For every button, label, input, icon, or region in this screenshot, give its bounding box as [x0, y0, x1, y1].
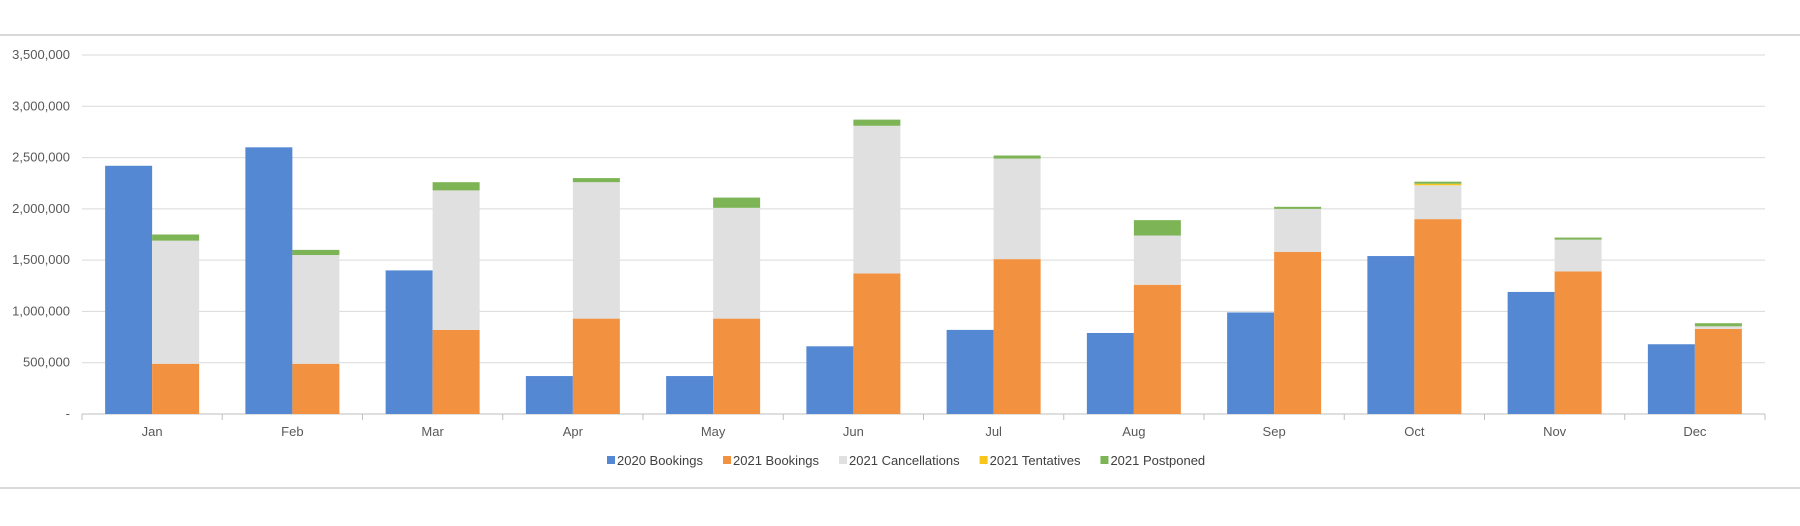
bar-segment	[713, 197, 761, 208]
y-tick-label: 500,000	[23, 355, 70, 370]
x-tick-label: Dec	[1683, 424, 1707, 439]
bar-segment	[1274, 251, 1322, 414]
x-tick-label: Oct	[1404, 424, 1425, 439]
bar-segment	[572, 178, 620, 183]
legend-swatch	[1100, 456, 1109, 464]
bar-segment	[292, 249, 340, 256]
legend-swatch	[979, 456, 988, 464]
bar-segment	[1414, 219, 1462, 414]
legend-swatch	[607, 456, 615, 464]
bar-segment	[1274, 206, 1322, 209]
x-tick-label: Feb	[281, 424, 303, 439]
y-tick-label: 2,000,000	[12, 201, 70, 216]
x-tick-label: Jul	[985, 424, 1002, 439]
bar-segment	[1507, 291, 1555, 414]
x-tick-label: Apr	[563, 424, 584, 439]
bar-segment	[1554, 239, 1602, 272]
bar-segment	[993, 158, 1041, 260]
bar-segment	[1133, 235, 1181, 285]
bar-segment	[245, 147, 293, 415]
bar-segment	[853, 119, 901, 126]
bar-segment	[385, 270, 433, 414]
bar-segment	[105, 165, 153, 414]
bar-segment	[1694, 328, 1742, 414]
bar-segment	[1694, 323, 1742, 327]
bar-segment	[1554, 271, 1602, 414]
bar-segment	[432, 190, 480, 330]
y-tick-label: 1,000,000	[12, 303, 70, 318]
bar-segment	[292, 255, 340, 364]
y-tick-label: 2,500,000	[12, 150, 70, 165]
bar-segment	[713, 207, 761, 319]
x-tick-label: Nov	[1543, 424, 1567, 439]
y-tick-label: -	[66, 406, 70, 421]
y-tick-label: 3,500,000	[12, 47, 70, 62]
x-tick-label: May	[701, 424, 726, 439]
bar-segment	[1086, 332, 1134, 414]
bar-segment	[1414, 185, 1462, 220]
bar-segment	[525, 376, 573, 414]
bar-segment	[572, 318, 620, 414]
x-tick-label: Mar	[421, 424, 444, 439]
bar-segment	[1647, 344, 1695, 414]
y-tick-label: 3,000,000	[12, 98, 70, 113]
bar-segment	[1554, 237, 1602, 240]
bar-segment	[993, 259, 1041, 414]
bar-segment	[1414, 183, 1462, 186]
bar-segment	[152, 363, 200, 414]
bar-segment	[713, 318, 761, 414]
legend-label: 2020 Bookings	[617, 453, 704, 468]
bar-segment	[1133, 284, 1181, 414]
legend-label: 2021 Postponed	[1110, 453, 1205, 468]
legend-swatch	[839, 456, 848, 464]
legend-label: 2021 Tentatives	[990, 453, 1081, 468]
bar-segment	[806, 346, 854, 414]
bar-segment	[572, 182, 620, 319]
x-tick-label: Aug	[1122, 424, 1145, 439]
legend-label: 2021 Cancellations	[849, 453, 960, 468]
x-tick-label: Jan	[142, 424, 163, 439]
bar-segment	[292, 363, 340, 414]
x-tick-label: Sep	[1263, 424, 1286, 439]
y-tick-label: 1,500,000	[12, 252, 70, 267]
bar-segment	[666, 376, 714, 414]
bar-segment	[853, 273, 901, 414]
chart-frame	[0, 34, 1800, 489]
bar-segment	[1414, 181, 1462, 184]
bar-segment	[1274, 208, 1322, 252]
bar-segment	[993, 155, 1041, 159]
bar-segment	[853, 125, 901, 274]
legend-swatch	[723, 456, 732, 464]
bar-segment	[1367, 256, 1415, 414]
bar-segment	[946, 329, 994, 414]
bar-segment	[1227, 312, 1275, 414]
bar-segment	[432, 182, 480, 191]
bar-segment	[1694, 326, 1742, 329]
legend-label: 2021 Bookings	[733, 453, 820, 468]
bar-segment	[152, 240, 200, 364]
x-tick-label: Jun	[843, 424, 864, 439]
bar-segment	[1133, 220, 1181, 236]
bar-segment	[432, 329, 480, 414]
bar-segment	[152, 234, 200, 241]
